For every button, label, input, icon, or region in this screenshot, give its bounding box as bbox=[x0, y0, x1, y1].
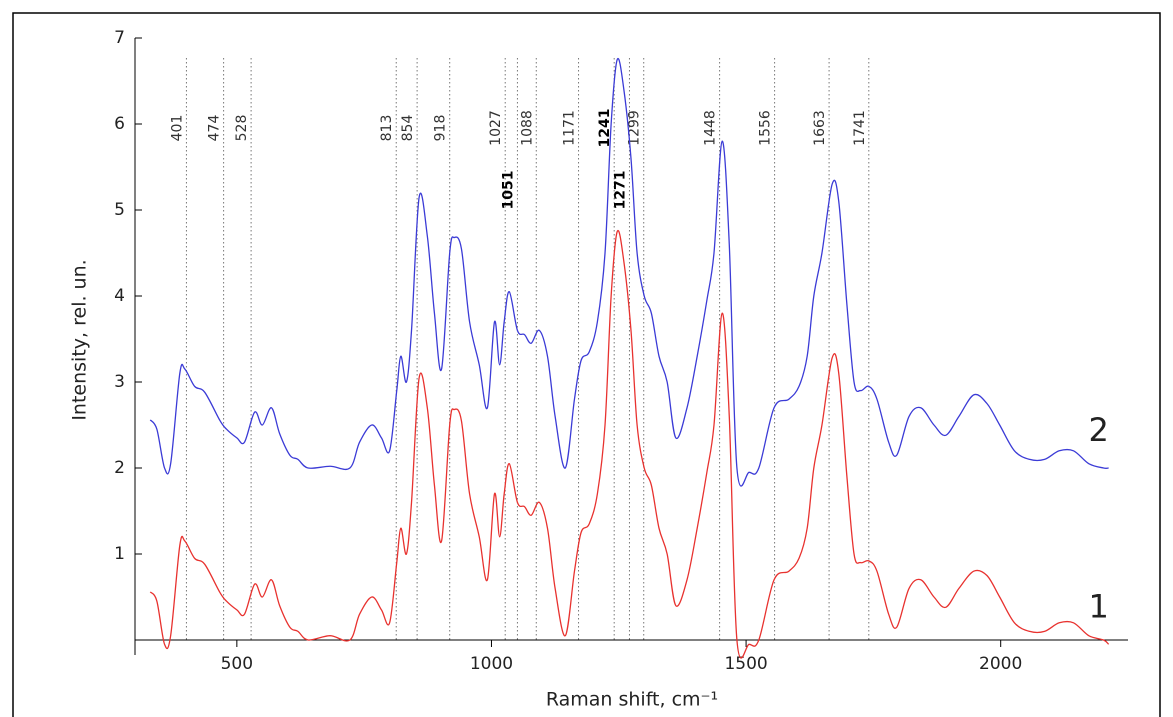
y-tick-label: 6 bbox=[114, 114, 125, 134]
series-line bbox=[149, 57, 1109, 487]
peak-label: 1241 bbox=[597, 109, 613, 148]
y-tick-label: 2 bbox=[114, 458, 125, 478]
peak-label: 918 bbox=[433, 115, 449, 142]
x-tick-label: 1500 bbox=[724, 654, 767, 674]
peak-label: 854 bbox=[400, 115, 416, 142]
x-tick-label: 2000 bbox=[979, 654, 1022, 674]
peak-label: 528 bbox=[234, 115, 250, 142]
peak-label: 1027 bbox=[488, 110, 504, 146]
peak-label: 1556 bbox=[758, 110, 774, 146]
peak-label: 1741 bbox=[852, 110, 868, 146]
peak-label: 474 bbox=[207, 115, 223, 142]
series-label: 1 bbox=[1088, 587, 1108, 625]
peak-label: 1171 bbox=[562, 110, 578, 146]
x-axis-title: Raman shift, cm⁻¹ bbox=[546, 689, 718, 711]
series-label: 2 bbox=[1088, 411, 1108, 449]
y-tick-label: 7 bbox=[114, 28, 125, 48]
y-tick-label: 1 bbox=[114, 544, 125, 564]
peak-label: 401 bbox=[169, 115, 185, 142]
x-tick-label: 500 bbox=[221, 654, 253, 674]
y-tick-label: 3 bbox=[114, 372, 125, 392]
frame bbox=[12, 12, 1161, 717]
peak-label: 813 bbox=[379, 115, 395, 142]
peak-label: 1299 bbox=[627, 110, 643, 146]
peak-label: 1088 bbox=[519, 110, 535, 146]
peak-label: 1271 bbox=[612, 171, 628, 210]
series-line bbox=[149, 229, 1110, 659]
y-tick-label: 5 bbox=[114, 200, 125, 220]
y-tick-label: 4 bbox=[114, 286, 125, 306]
x-tick-label: 1000 bbox=[470, 654, 513, 674]
peak-label: 1051 bbox=[500, 171, 516, 210]
peak-label: 1663 bbox=[812, 110, 828, 146]
peak-label: 1448 bbox=[703, 110, 719, 146]
y-axis-title: Intensity, rel. un. bbox=[69, 259, 91, 420]
